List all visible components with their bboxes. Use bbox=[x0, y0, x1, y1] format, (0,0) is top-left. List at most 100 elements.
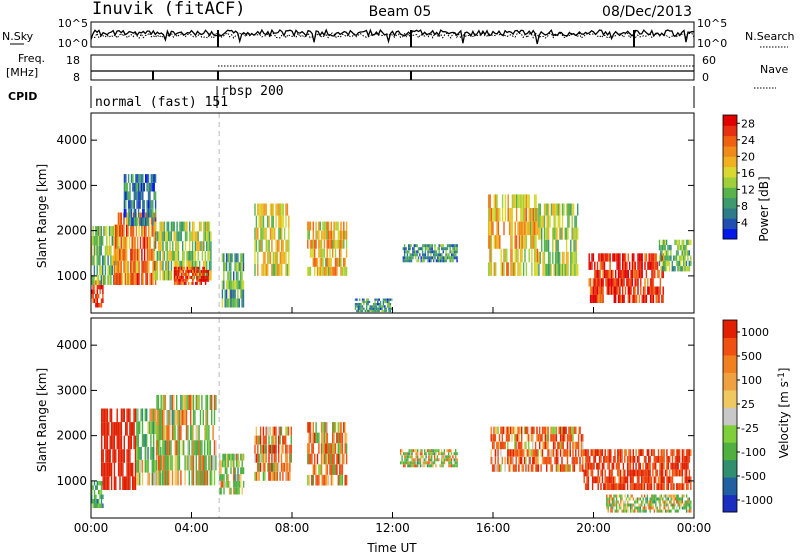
power-echo-cell bbox=[446, 247, 449, 251]
velocity-echo-cell bbox=[431, 452, 433, 456]
power-echo-cell bbox=[453, 247, 456, 251]
velocity-echo-cell bbox=[494, 426, 497, 435]
power-echo-cell bbox=[651, 269, 653, 279]
velocity-echo-cell bbox=[608, 476, 611, 484]
velocity-echo-cell bbox=[662, 497, 664, 501]
power-echo-cell bbox=[110, 275, 112, 285]
velocity-echo-cell bbox=[555, 456, 558, 465]
velocity-echo-cell bbox=[562, 464, 564, 472]
velocity-echo-cell bbox=[426, 461, 429, 465]
velocity-echo-cell bbox=[678, 500, 681, 504]
velocity-echo-cell bbox=[677, 469, 679, 477]
velocity-echo-cell bbox=[681, 476, 684, 484]
power-echo-cell bbox=[180, 266, 183, 270]
power-ylabel: Slant Range [km] bbox=[35, 164, 49, 268]
velocity-echo-cell bbox=[655, 506, 657, 510]
power-echo-cell bbox=[132, 260, 135, 273]
velocity-echo-cell bbox=[341, 453, 344, 465]
velocity-echo-cell bbox=[106, 449, 109, 463]
velocity-echo-cell bbox=[285, 462, 287, 472]
power-echo-cell bbox=[556, 203, 558, 216]
power-echo-cell bbox=[640, 269, 642, 279]
power-echo-cell bbox=[257, 263, 259, 276]
velocity-echo-cell bbox=[519, 456, 521, 465]
power-echo-cell bbox=[126, 248, 128, 261]
velocity-echo-cell bbox=[340, 443, 342, 454]
velocity-echo-cell bbox=[95, 499, 97, 504]
power-echo-cell bbox=[195, 272, 197, 276]
power-echo-cell bbox=[356, 303, 358, 306]
power-echo-cell bbox=[186, 275, 188, 279]
velocity-echo-cell bbox=[417, 461, 419, 465]
velocity-echo-cell bbox=[192, 394, 195, 410]
velocity-echo-cell bbox=[645, 497, 647, 501]
velocity-echo-cell bbox=[228, 487, 231, 495]
power-echo-cell bbox=[490, 208, 493, 222]
power-echo-cell bbox=[520, 208, 522, 222]
power-echo-cell bbox=[320, 230, 323, 240]
velocity-echo-cell bbox=[228, 453, 231, 461]
power-echo-cell bbox=[191, 231, 194, 242]
velocity-echo-cell bbox=[659, 476, 661, 484]
power-echo-cell bbox=[423, 259, 425, 263]
velocity-echo-cell bbox=[559, 441, 562, 450]
velocity-echo-cell bbox=[613, 497, 615, 501]
power-echo-cell bbox=[616, 278, 618, 287]
power-echo-cell bbox=[142, 236, 144, 249]
power-echo-cell bbox=[106, 245, 108, 256]
power-echo-cell bbox=[599, 286, 601, 295]
power-echo-cell bbox=[155, 270, 157, 281]
power-echo-cell bbox=[564, 227, 566, 240]
power-echo-cell bbox=[402, 259, 404, 263]
velocity-echo-cell bbox=[411, 461, 413, 465]
power-echo-cell bbox=[656, 261, 659, 270]
power-echo-cell bbox=[102, 255, 104, 266]
power-echo-cell bbox=[160, 221, 163, 232]
power-echo-cell bbox=[629, 294, 631, 303]
velocity-echo-cell bbox=[273, 462, 276, 472]
velocity-echo-cell bbox=[422, 464, 424, 468]
velocity-echo-cell bbox=[269, 426, 272, 436]
velocity-echo-cell bbox=[629, 462, 632, 470]
velocity-echo-cell bbox=[657, 497, 660, 501]
power-echo-cell bbox=[619, 286, 621, 295]
velocity-echo-cell bbox=[508, 426, 510, 435]
velocity-echo-cell bbox=[440, 461, 443, 465]
power-echo-cell bbox=[450, 253, 453, 257]
velocity-echo-cell bbox=[99, 503, 101, 508]
power-echo-cell bbox=[655, 261, 657, 270]
power-echo-cell bbox=[199, 272, 201, 276]
velocity-echo-cell bbox=[209, 394, 211, 410]
velocity-echo-cell bbox=[173, 425, 175, 441]
velocity-echo-cell bbox=[318, 432, 320, 444]
power-echo-cell bbox=[344, 266, 346, 276]
power-echo-cell bbox=[521, 235, 523, 249]
power-echo-cell bbox=[419, 247, 421, 251]
velocity-echo-cell bbox=[129, 462, 131, 477]
power-echo-cell bbox=[575, 227, 578, 240]
power-echo-cell bbox=[592, 253, 595, 262]
velocity-echo-cell bbox=[632, 503, 635, 507]
velocity-echo-cell bbox=[153, 408, 155, 422]
power-echo-cell bbox=[683, 245, 685, 251]
velocity-echo-cell bbox=[105, 408, 107, 423]
power-echo-cell bbox=[437, 256, 439, 260]
power-echo-cell bbox=[532, 208, 534, 222]
velocity-echo-cell bbox=[558, 464, 560, 472]
velocity-echo-cell bbox=[650, 476, 653, 484]
velocity-echo-cell bbox=[663, 462, 665, 470]
power-echo-cell bbox=[571, 215, 573, 228]
velocity-echo-cell bbox=[456, 464, 458, 468]
velocity-echo-cell bbox=[649, 506, 651, 510]
power-echo-cell bbox=[649, 278, 652, 287]
velocity-echo-cell bbox=[127, 476, 130, 490]
velocity-echo-cell bbox=[643, 494, 646, 498]
power-echo-cell bbox=[409, 244, 411, 248]
power-echo-cell bbox=[163, 231, 166, 242]
velocity-echo-cell bbox=[453, 464, 455, 468]
power-echo-cell bbox=[619, 278, 621, 287]
power-echo-cell bbox=[495, 262, 497, 276]
velocity-echo-cell bbox=[607, 483, 609, 490]
power-echo-cell bbox=[288, 263, 290, 276]
velocity-echo-cell bbox=[618, 503, 621, 507]
